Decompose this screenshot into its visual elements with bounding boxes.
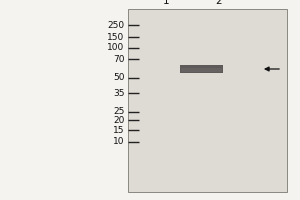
Text: 150: 150 (107, 32, 124, 42)
Text: 100: 100 (107, 43, 124, 52)
Text: 35: 35 (113, 89, 124, 98)
Text: 50: 50 (113, 73, 124, 82)
Text: 10: 10 (113, 137, 124, 146)
Text: 1: 1 (163, 0, 170, 6)
Bar (128, 9, 286, 192)
Bar (180, 65, 224, 73)
Text: 20: 20 (113, 116, 124, 125)
Text: 70: 70 (113, 55, 124, 64)
Text: 25: 25 (113, 108, 124, 116)
Text: 250: 250 (107, 21, 124, 29)
Text: 15: 15 (113, 126, 124, 135)
Bar (181, 68, 222, 72)
Text: 2: 2 (216, 0, 222, 6)
